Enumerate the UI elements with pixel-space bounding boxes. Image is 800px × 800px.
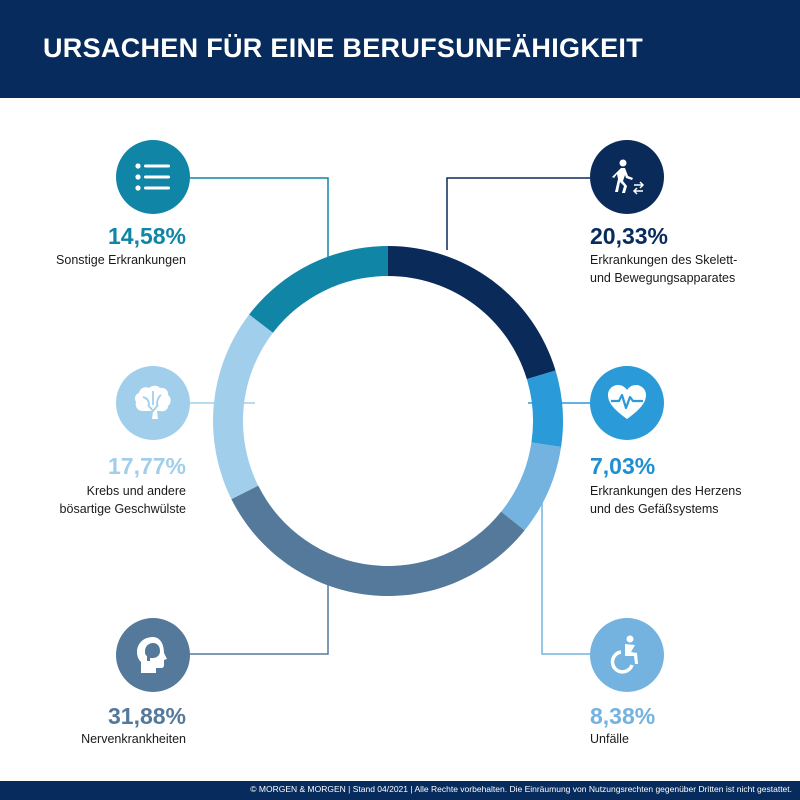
category-label-line: Erkrankungen des Herzens: [590, 484, 742, 498]
connector-line-3: [190, 580, 329, 655]
category-label-skelett: Erkrankungen des Skelett- und Bewegungsa…: [590, 251, 737, 287]
category-label-line: bösartige Geschwülste: [59, 502, 186, 516]
value-label-nerven: 31,88%: [107, 703, 186, 729]
donut-slice-4: [213, 314, 273, 500]
connector-line-2: [541, 475, 590, 655]
category-label-line: Sonstige Erkrankungen: [56, 253, 186, 267]
connector-line-0: [446, 177, 590, 250]
category-label-nerven: Nervenkrankheiten: [81, 730, 186, 748]
category-label-line: und Bewegungsapparates: [590, 271, 736, 285]
brain-icon: [116, 366, 190, 440]
value-label-herz: 7,03%: [590, 453, 656, 479]
connector-lines: [190, 177, 590, 655]
category-label-line: Unfälle: [590, 732, 629, 746]
category-label-sonstige: Sonstige Erkrankungen: [56, 251, 186, 269]
header-bar: URSACHEN FÜR EINE BERUFSUNFÄHIGKEIT: [0, 0, 800, 98]
heart-pulse-icon: [590, 366, 664, 440]
value-label-unfaelle: 8,38%: [590, 703, 656, 729]
footer-bar: © MORGEN & MORGEN | Stand 04/2021 | Alle…: [0, 781, 800, 800]
donut-slice-1: [526, 370, 563, 447]
value-label-krebs: 17,77%: [107, 453, 186, 479]
category-label-line: und des Gefäßsystems: [590, 502, 719, 516]
category-label-krebs: Krebs und andere bösartige Geschwülste: [60, 482, 186, 518]
wheelchair-icon: [590, 618, 664, 692]
category-label-unfaelle: Unfälle: [590, 730, 629, 748]
donut-slice-2: [501, 442, 562, 531]
donut-slice-3: [231, 485, 525, 596]
page-title: URSACHEN FÜR EINE BERUFSUNFÄHIGKEIT: [43, 33, 644, 63]
connector-line-5: [190, 177, 329, 262]
donut-slice-0: [388, 246, 556, 380]
walking-person-icon: [590, 140, 664, 214]
category-label-line: Nervenkrankheiten: [81, 732, 186, 746]
list-icon: [116, 140, 190, 214]
donut-slice-5: [249, 246, 388, 333]
head-brain-icon: [116, 618, 190, 692]
value-label-skelett: 20,33%: [590, 223, 669, 249]
value-label-sonstige: 14,58%: [107, 223, 186, 249]
category-label-line: Erkrankungen des Skelett-: [590, 253, 738, 267]
category-label-line: Krebs und andere: [86, 484, 186, 498]
copyright-text: © MORGEN & MORGEN | Stand 04/2021 | Alle…: [250, 784, 792, 794]
category-label-herz: Erkrankungen des Herzens und des Gefäßsy…: [590, 482, 741, 518]
donut-slices: [213, 246, 563, 596]
